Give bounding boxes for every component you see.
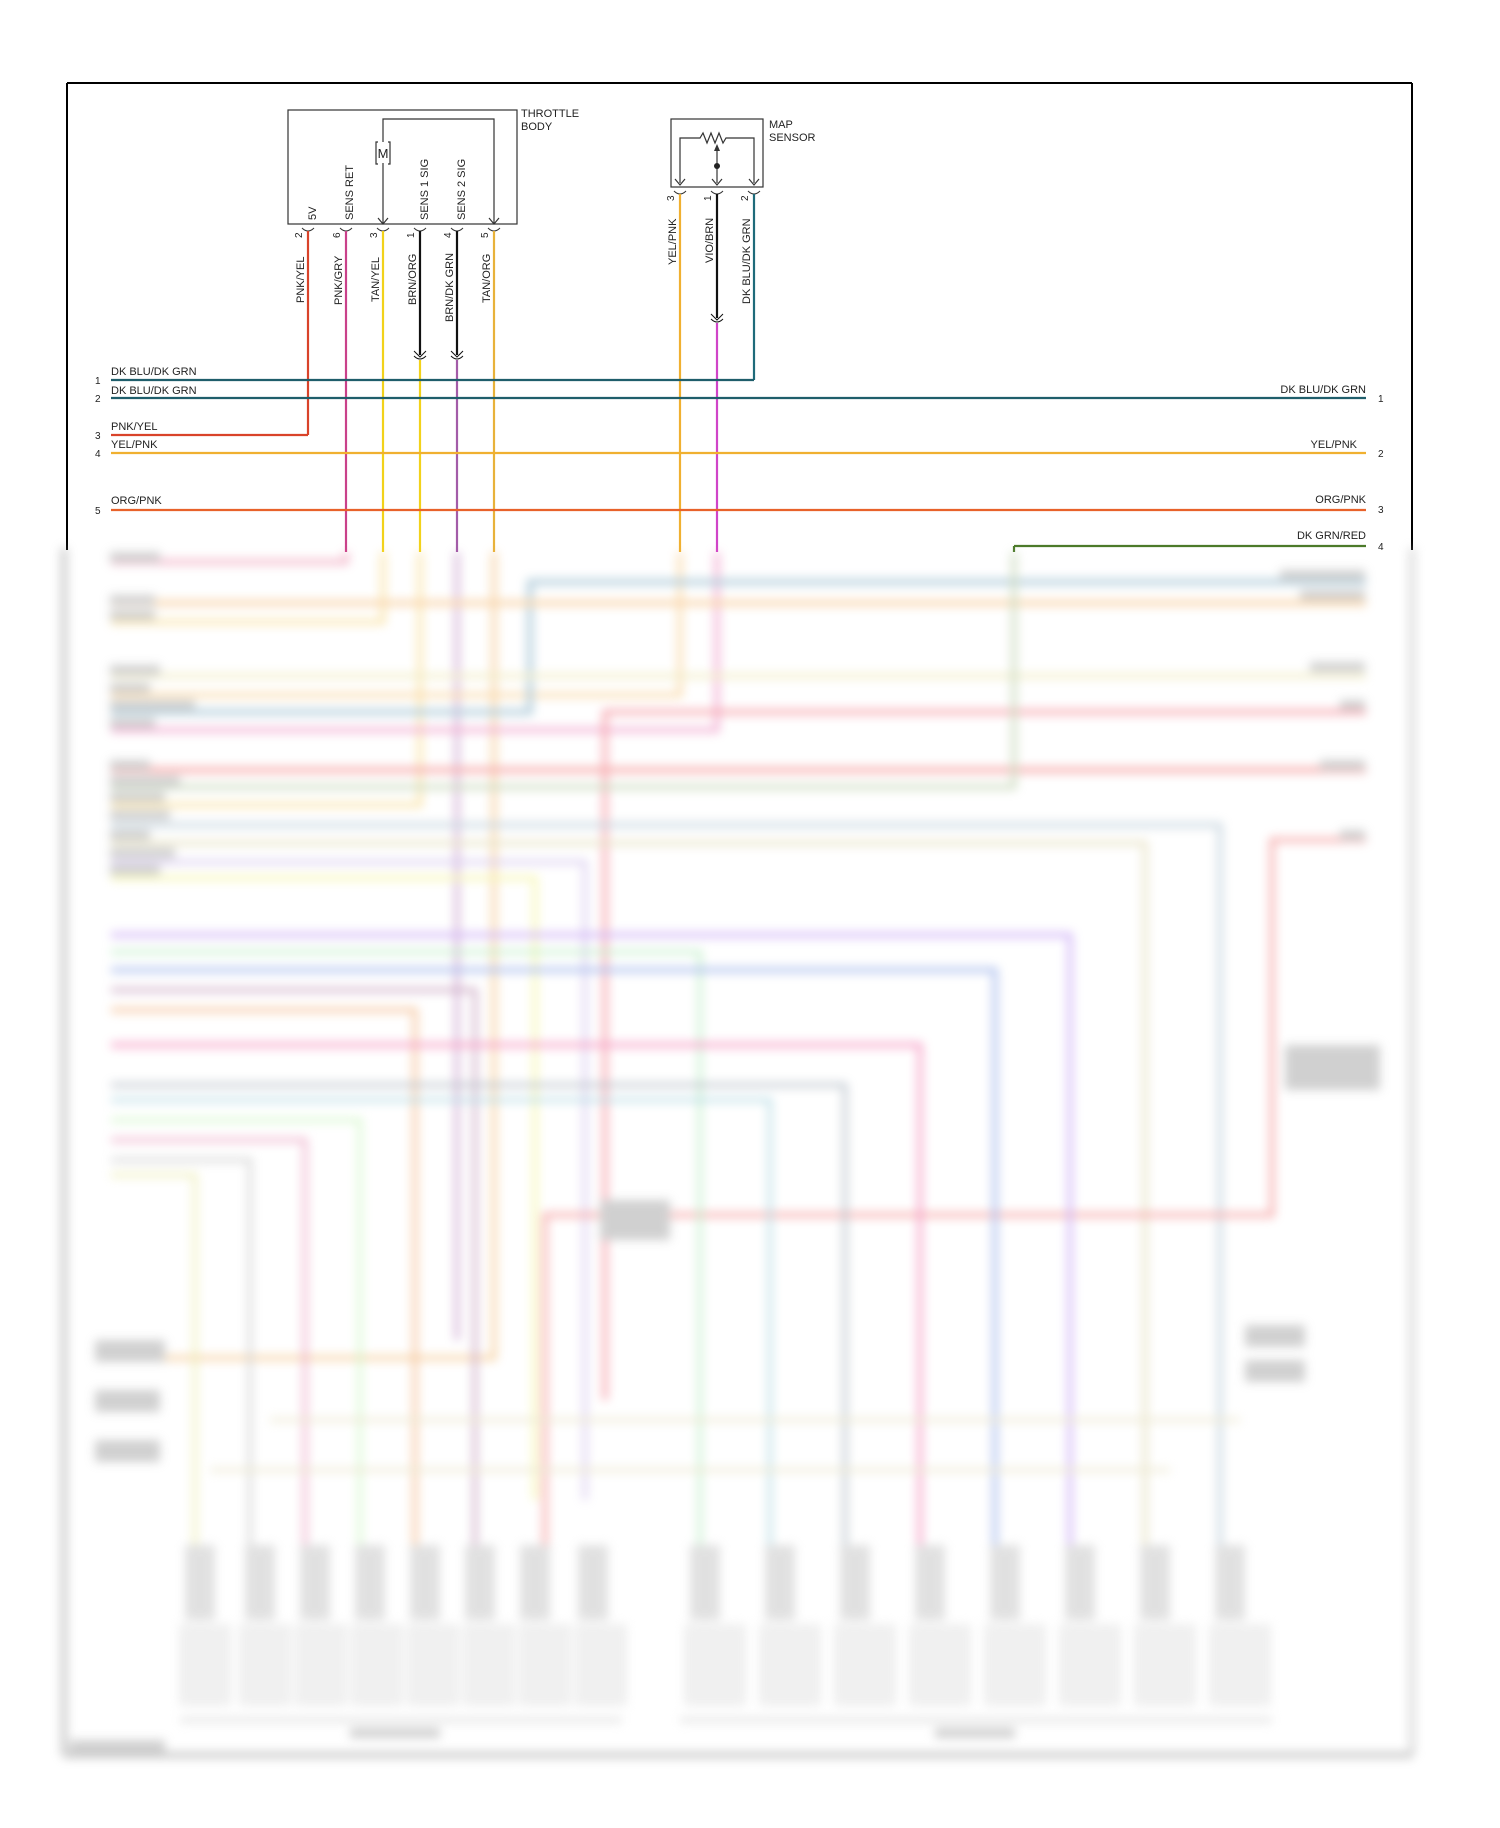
right-line-3: ORG/PNK 3	[1315, 494, 1384, 516]
svg-text:YEL/PNK: YEL/PNK	[667, 218, 679, 265]
svg-text:3: 3	[666, 195, 677, 201]
svg-text:M: M	[378, 146, 389, 161]
pin-function-sens-ret: SENS RET	[344, 165, 356, 220]
svg-text:3: 3	[1378, 505, 1384, 516]
wire-tan-org: 5 TAN/ORG	[480, 227, 501, 552]
map-sensor-component: MAP SENSOR	[670, 118, 816, 188]
svg-text:3: 3	[369, 232, 380, 238]
svg-text:4: 4	[443, 232, 454, 238]
svg-text:DK BLU/DK GRN: DK BLU/DK GRN	[741, 218, 753, 304]
left-line-5: 5 ORG/PNK	[95, 495, 1366, 517]
svg-text:PNK/YEL: PNK/YEL	[295, 257, 307, 303]
pin-function-sens2-sig: SENS 2 SIG	[456, 159, 468, 220]
svg-text:1: 1	[703, 195, 714, 201]
map-sensor-label-1: MAP	[769, 119, 793, 131]
wire-tan-yel: 3 TAN/YEL	[369, 227, 390, 552]
svg-text:4: 4	[95, 449, 101, 460]
svg-text:1: 1	[95, 376, 101, 387]
wire-dk-blu-dk-grn-map: 2 DK BLU/DK GRN	[111, 190, 761, 382]
svg-text:BRN/DK GRN: BRN/DK GRN	[444, 253, 456, 322]
svg-text:PNK/GRY: PNK/GRY	[333, 255, 345, 305]
blurred-lower-section	[61, 548, 1415, 1758]
svg-text:DK BLU/DK GRN: DK BLU/DK GRN	[111, 366, 197, 378]
svg-text:DK GRN/RED: DK GRN/RED	[1297, 530, 1366, 542]
svg-text:VIO/BRN: VIO/BRN	[704, 218, 716, 263]
svg-text:1: 1	[1378, 394, 1384, 405]
diagram-border	[66, 82, 1413, 550]
left-connector: 1 DK BLU/DK GRN 2 DK BLU/DK GRN 3 PNK/YE…	[95, 366, 1366, 517]
throttle-body-component: THROTTLE BODY M 5V SENS RET SENS 1 SIG S…	[287, 108, 579, 225]
wire-brn-org: 1 BRN/ORG	[406, 227, 427, 552]
wire-pnk-gry: 6 PNK/GRY	[332, 227, 353, 552]
throttle-body-label-1: THROTTLE	[521, 108, 579, 120]
left-line-3: 3 PNK/YEL	[95, 421, 157, 442]
wire-brn-dk-grn: 4 BRN/DK GRN	[443, 227, 464, 552]
svg-text:2: 2	[740, 195, 751, 201]
left-line-2: 2 DK BLU/DK GRN	[95, 385, 1366, 405]
svg-text:YEL/PNK: YEL/PNK	[111, 439, 158, 451]
svg-text:TAN/YEL: TAN/YEL	[370, 257, 382, 302]
svg-text:DK BLU/DK GRN: DK BLU/DK GRN	[1280, 384, 1366, 396]
svg-text:6: 6	[332, 232, 343, 238]
right-connector: DK BLU/DK GRN 1 YEL/PNK 2 ORG/PNK 3 DK G…	[1012, 384, 1384, 553]
svg-text:ORG/PNK: ORG/PNK	[111, 495, 162, 507]
throttle-body-label-2: BODY	[521, 121, 553, 133]
right-line-4: DK GRN/RED 4	[1012, 530, 1384, 553]
motor-icon: M	[375, 141, 391, 165]
svg-text:2: 2	[1378, 449, 1384, 460]
svg-text:3: 3	[95, 431, 101, 442]
pin-function-5v: 5V	[307, 206, 319, 220]
throttle-body-wires: 2 PNK/YEL 6 PNK/GRY 3 TAN/YEL 1 BRN/ORG	[111, 227, 501, 552]
svg-text:TAN/ORG: TAN/ORG	[481, 254, 493, 303]
left-line-4: 4 YEL/PNK	[95, 439, 1366, 460]
svg-text:2: 2	[294, 232, 305, 238]
svg-text:2: 2	[95, 394, 101, 405]
svg-text:DK BLU/DK GRN: DK BLU/DK GRN	[111, 385, 197, 397]
svg-text:PNK/YEL: PNK/YEL	[111, 421, 157, 433]
potentiometer-icon	[679, 131, 755, 183]
map-sensor-wires: 3 YEL/PNK 1 VIO/BRN 2 DK BLU/DK GRN	[111, 190, 761, 552]
map-sensor-label-2: SENSOR	[769, 132, 816, 144]
svg-text:1: 1	[406, 232, 417, 238]
svg-text:5: 5	[95, 506, 101, 517]
pin-function-sens1-sig: SENS 1 SIG	[419, 159, 431, 220]
svg-text:4: 4	[1378, 542, 1384, 553]
left-line-1: 1 DK BLU/DK GRN	[95, 366, 197, 387]
svg-text:YEL/PNK: YEL/PNK	[1311, 439, 1358, 451]
svg-text:5: 5	[480, 232, 491, 238]
wire-yel-pnk-map: 3 YEL/PNK	[666, 190, 687, 552]
right-line-2: YEL/PNK 2	[1311, 439, 1384, 460]
svg-text:ORG/PNK: ORG/PNK	[1315, 494, 1366, 506]
svg-text:BRN/ORG: BRN/ORG	[407, 254, 419, 305]
right-line-1: DK BLU/DK GRN 1	[1280, 384, 1384, 405]
wire-vio-brn: 1 VIO/BRN	[703, 190, 724, 552]
wire-pnk-yel: 2 PNK/YEL	[111, 227, 315, 437]
